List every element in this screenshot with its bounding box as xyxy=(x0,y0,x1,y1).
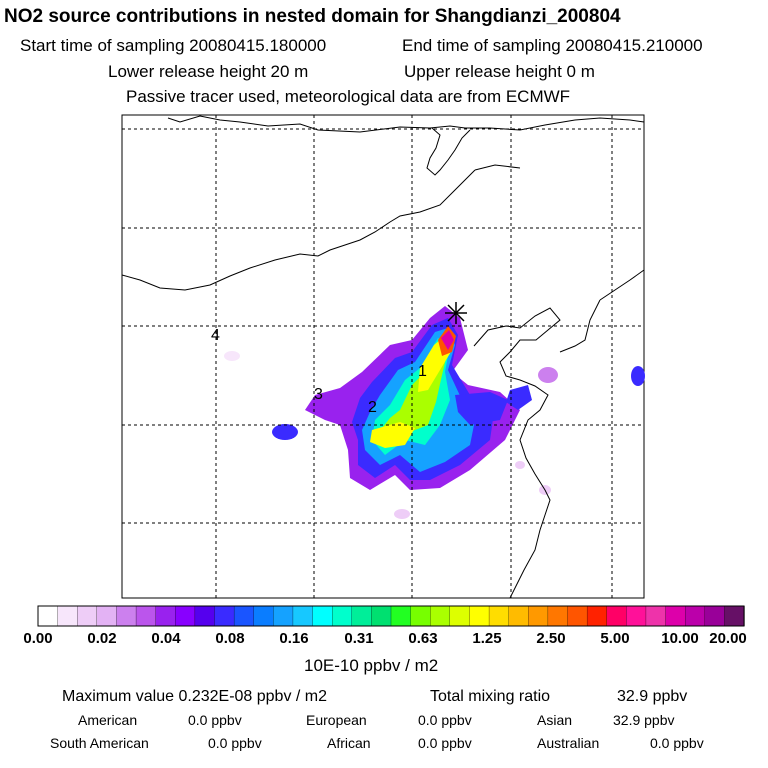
south-american-label: South American xyxy=(50,735,149,751)
colorbar-label: 0.16 xyxy=(279,630,309,647)
colorbar-swatch xyxy=(175,605,196,627)
colorbar-label: 10.00 xyxy=(661,630,699,647)
upper-release-height: Upper release height 0 m xyxy=(404,62,595,81)
colorbar-swatch xyxy=(430,605,451,627)
colorbar-swatch xyxy=(96,605,118,627)
colorbar-swatch xyxy=(116,605,137,627)
colorbar-swatch xyxy=(469,605,490,627)
asian-value: 32.9 ppbv xyxy=(613,712,675,728)
total-mixing-value: 32.9 ppbv xyxy=(617,688,688,705)
marker-3: 3 xyxy=(314,386,323,403)
colorbar xyxy=(37,605,745,627)
colorbar-swatch xyxy=(135,605,157,627)
european-value: 0.0 ppbv xyxy=(418,712,472,728)
colorbar-swatch xyxy=(508,605,529,627)
colorbar-swatch xyxy=(685,605,706,627)
total-mixing-label: Total mixing ratio xyxy=(430,688,551,705)
colorbar-unit: 10E-10 ppbv / m2 xyxy=(304,656,439,675)
colorbar-swatch xyxy=(665,605,686,627)
colorbar-swatch xyxy=(253,605,274,627)
colorbar-swatch xyxy=(214,605,235,627)
colorbar-label: 5.00 xyxy=(600,630,630,647)
colorbar-label: 0.02 xyxy=(87,630,117,647)
european-label: European xyxy=(306,712,367,728)
asian-label: Asian xyxy=(537,712,573,728)
grid-lines xyxy=(122,115,644,598)
colorbar-swatch xyxy=(724,605,745,627)
page-title: NO2 source contributions in nested domai… xyxy=(4,6,621,27)
colorbar-swatch xyxy=(390,605,412,627)
colorbar-label: 0.04 xyxy=(151,630,181,647)
colorbar-swatch xyxy=(155,605,176,627)
colorbar-label: 1.25 xyxy=(472,630,502,647)
american-value: 0.0 ppbv xyxy=(188,712,242,728)
colorbar-swatch xyxy=(488,605,510,627)
marker-1: 1 xyxy=(418,363,427,380)
colorbar-swatch xyxy=(57,605,78,627)
colorbar-swatch xyxy=(77,605,98,627)
colorbar-swatch xyxy=(194,605,216,627)
marker-4: 4 xyxy=(211,327,220,344)
colorbar-swatch xyxy=(547,605,569,627)
colorbar-label: 0.00 xyxy=(23,630,53,647)
colorbar-label: 0.63 xyxy=(408,630,438,647)
colorbar-swatch xyxy=(351,605,373,627)
end-time: End time of sampling 20080415.210000 xyxy=(402,36,703,55)
colorbar-swatch xyxy=(37,605,59,627)
colorbar-label: 0.31 xyxy=(344,630,374,647)
maximum-value: Maximum value 0.232E-08 ppbv / m2 xyxy=(62,688,328,705)
colorbar-swatch xyxy=(371,605,392,627)
australian-value: 0.0 ppbv xyxy=(650,735,704,751)
colorbar-swatch xyxy=(332,605,353,627)
colorbar-frame xyxy=(37,605,745,627)
colorbar-swatch xyxy=(233,605,255,627)
australian-label: Australian xyxy=(537,735,600,751)
colorbar-label: 0.08 xyxy=(215,630,245,647)
start-time: Start time of sampling 20080415.180000 xyxy=(20,36,327,55)
star-cross-icon xyxy=(445,302,467,324)
colorbar-label: 20.00 xyxy=(709,630,747,647)
south-american-value: 0.0 ppbv xyxy=(208,735,262,751)
american-label: American xyxy=(78,712,138,728)
coastlines xyxy=(121,115,645,599)
african-value: 0.0 ppbv xyxy=(418,735,472,751)
colorbar-swatch xyxy=(312,605,333,627)
tracer-info: Passive tracer used, meteorological data… xyxy=(126,87,571,106)
marker-2: 2 xyxy=(368,399,377,416)
colorbar-swatch xyxy=(567,605,588,627)
lower-release-height: Lower release height 20 m xyxy=(108,62,309,81)
colorbar-swatch xyxy=(528,605,549,627)
colorbar-swatch xyxy=(626,605,647,627)
colorbar-swatch xyxy=(586,605,608,627)
colorbar-swatch xyxy=(292,605,314,627)
colorbar-swatch xyxy=(410,605,431,627)
colorbar-swatch xyxy=(273,605,294,627)
colorbar-swatch xyxy=(645,605,667,627)
colorbar-swatch xyxy=(704,605,726,627)
colorbar-swatch xyxy=(449,605,471,627)
colorbar-swatch xyxy=(606,605,627,627)
colorbar-label: 2.50 xyxy=(536,630,566,647)
african-label: African xyxy=(327,735,371,751)
